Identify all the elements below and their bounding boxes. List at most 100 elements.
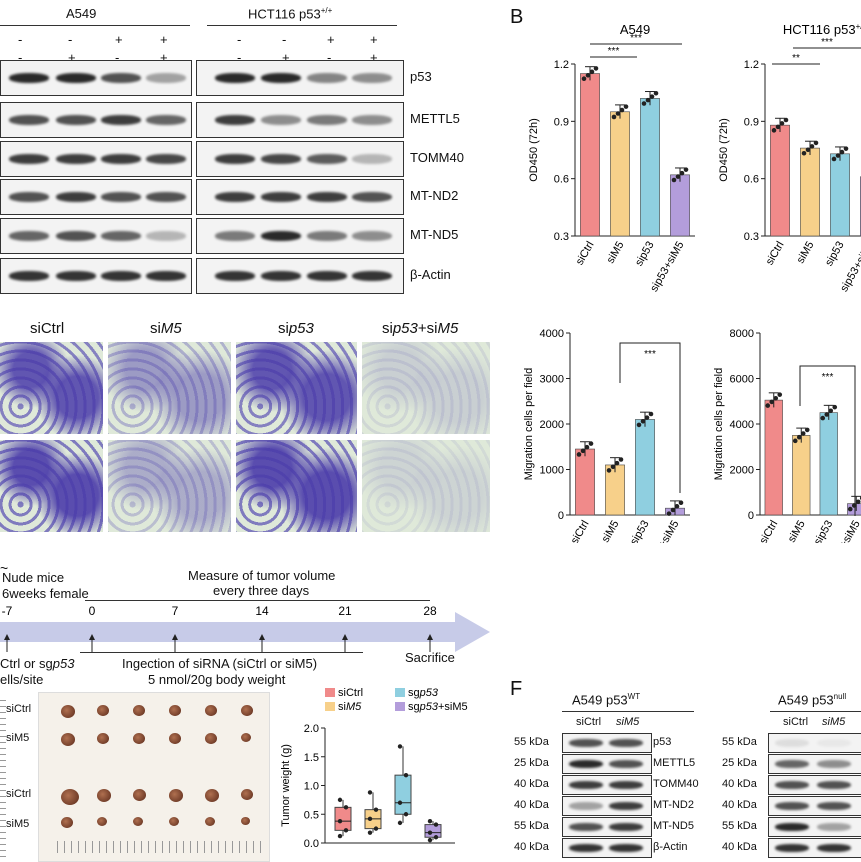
injection-label: Ingection of siRNA (siCtrl or siM5): [122, 656, 318, 671]
data-point: [779, 121, 785, 126]
blot-strip-null: [768, 733, 861, 753]
sig-label: **: [792, 53, 800, 64]
legend-label: siM5: [338, 701, 362, 713]
group-wt-label: A549 p53WT: [572, 692, 641, 708]
y-tick-label: 0.9: [554, 116, 569, 128]
data-point: [610, 464, 616, 470]
panel-b-letter: B: [510, 6, 524, 28]
data-point: [615, 111, 621, 116]
data-point: [367, 816, 373, 822]
treatment-sign: -: [115, 50, 120, 65]
blot-strip-hct116: [196, 60, 404, 96]
tumor: [205, 733, 217, 744]
data-point: [618, 457, 624, 462]
kda-label: 40 kDa: [722, 799, 757, 811]
protein-band: [569, 781, 603, 789]
tumor: [205, 789, 219, 802]
protein-band: [609, 823, 643, 831]
treatment-sign: -: [68, 32, 73, 47]
protein-band: [352, 271, 392, 281]
injection-left-label-2: ells/site: [0, 672, 44, 687]
blot-row-label: METTL5: [410, 111, 460, 126]
injection-bracket: [80, 652, 363, 653]
y-axis-label: OD450 (72h): [718, 118, 730, 182]
y-tick-label: 0.3: [744, 231, 759, 243]
data-point: [773, 395, 779, 401]
protein-band: [817, 823, 851, 831]
y-axis-label: OD450 (72h): [528, 118, 540, 182]
data-point: [585, 72, 591, 78]
micrograph-label: sip53: [278, 320, 314, 337]
protein-band: [609, 739, 643, 747]
data-point: [636, 422, 642, 428]
chart-title: A549: [620, 22, 650, 37]
protein-band: [817, 781, 851, 789]
data-point: [588, 441, 594, 446]
y-tick-label: 1.2: [744, 59, 759, 71]
protein-band: [261, 231, 301, 241]
protein-band: [352, 231, 392, 241]
blot-row-label: MT-ND2: [653, 799, 694, 811]
blot-strip-null: [768, 817, 861, 837]
mice-label: Nude mice: [2, 570, 65, 585]
ruler-vertical: [0, 700, 6, 860]
blot-row-label: TOMM40: [653, 778, 699, 790]
blot-strip-wt: [562, 775, 652, 795]
data-point: [769, 399, 775, 405]
tumor: [205, 705, 217, 716]
data-point: [640, 418, 646, 424]
blot-strip-a549: [0, 102, 192, 138]
protein-band: [261, 271, 301, 281]
treatment-sign: -: [18, 32, 23, 47]
micrograph-label: siM5: [150, 320, 182, 337]
data-point: [800, 431, 806, 436]
y-axis-label: Migration cells per field: [523, 368, 535, 481]
protein-band: [56, 231, 96, 241]
wave-icon: ~: [0, 560, 9, 576]
data-point: [611, 114, 617, 120]
timeline-arrow-head: [427, 634, 433, 640]
legend-text: sg: [408, 701, 420, 713]
blot-row-label: MT-ND5: [410, 227, 459, 242]
protein-band: [352, 73, 392, 83]
treatment-sign: +: [282, 50, 290, 65]
data-point: [775, 124, 781, 130]
group-hct116-line: [207, 25, 397, 26]
protein-band: [307, 115, 347, 125]
x-tick-label: sip53: [633, 240, 657, 269]
blot-strip-a549: [0, 60, 192, 96]
bar: [770, 124, 790, 237]
protein-band: [101, 192, 141, 202]
blot-strip-null: [768, 775, 861, 795]
blot-strip-hct116: [196, 102, 404, 138]
data-point: [670, 507, 676, 513]
migration-charts: A54901000200030004000Migration cells per…: [523, 328, 861, 543]
tumor: [133, 789, 146, 801]
bar: [830, 153, 850, 237]
protein-band: [101, 231, 141, 241]
tumor: [97, 817, 107, 826]
timeline-arrow-head: [342, 634, 348, 640]
tumor: [61, 789, 79, 806]
data-point: [403, 812, 409, 817]
protein-band: [9, 115, 49, 125]
group-null-line: [770, 711, 861, 712]
blot-strip-hct116: [196, 218, 404, 254]
data-point: [433, 835, 439, 840]
lane-label-sictrl: siCtrl: [576, 716, 602, 728]
protein-band: [609, 760, 643, 768]
y-tick-label: 6000: [730, 374, 754, 386]
kda-label: 25 kDa: [514, 757, 549, 769]
tumor-row-label: siCtrl: [6, 703, 32, 715]
timeline-day: -7: [2, 604, 13, 618]
protein-band: [261, 115, 301, 125]
protein-band: [56, 192, 96, 202]
data-point: [373, 826, 379, 831]
tumor: [61, 705, 75, 718]
treatment-sign: -: [237, 32, 242, 47]
group-wt-line: [562, 711, 694, 712]
tumor: [241, 817, 250, 826]
data-point: [645, 97, 651, 103]
data-point: [644, 415, 650, 420]
